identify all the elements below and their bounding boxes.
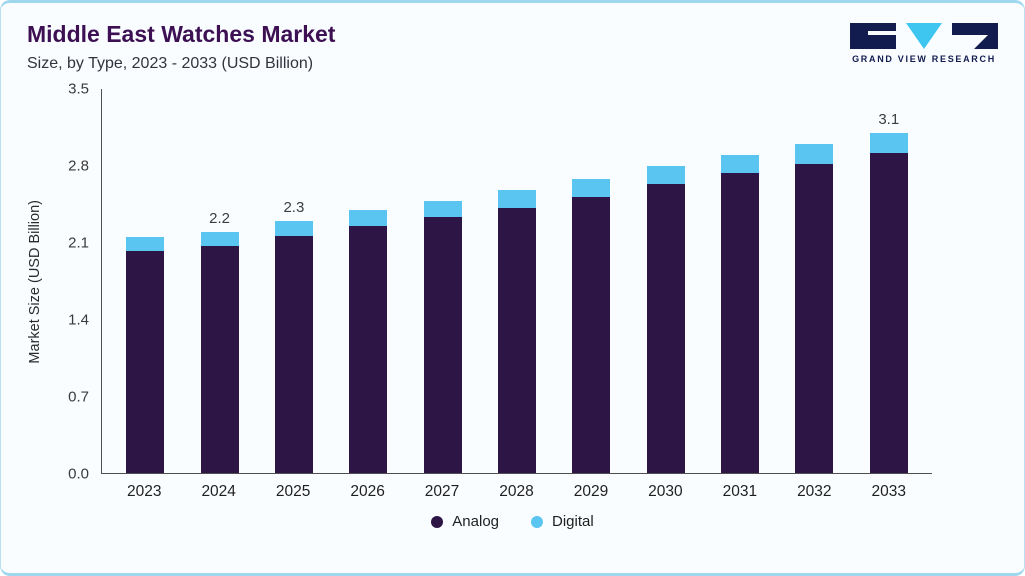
- bar-segment-analog: [274, 236, 313, 473]
- bar-group: [554, 89, 628, 473]
- chart-area: Market Size (USD Billion) 0.0 0.7 1.4 2.1 2.…: [27, 81, 998, 501]
- bar-group: [480, 89, 554, 473]
- bar-segment-analog: [497, 207, 536, 473]
- x-axis-label: 2031: [722, 483, 758, 500]
- y-tick-label: 2.1: [68, 234, 89, 252]
- bar-segment-digital: [572, 178, 611, 197]
- bar-stack: [869, 132, 908, 473]
- bar-stack: [795, 143, 834, 473]
- bar-segment-analog: [572, 196, 611, 473]
- bar-segment-analog: [349, 226, 388, 473]
- x-axis-labels: 2023 2024 2025 2026 2027 2028 2029 2030 2031 2032…: [101, 483, 932, 501]
- bar-group: [777, 89, 851, 473]
- legend-label: Digital: [552, 513, 594, 530]
- bar-segment-analog: [200, 245, 239, 473]
- bar-value-label: 3.1: [878, 110, 900, 128]
- chart-title: Middle East Watches Market: [27, 21, 336, 47]
- x-axis-label: 2030: [648, 483, 683, 500]
- bar-group: [629, 89, 703, 473]
- x-axis-label: 2027: [424, 483, 460, 500]
- x-axis-label: 2029: [573, 483, 609, 500]
- bar-group: 3.1: [852, 89, 926, 473]
- gvr-logo-mark: [850, 23, 998, 49]
- legend-label: Analog: [452, 513, 500, 530]
- bar-segment-analog: [423, 217, 462, 473]
- bar-group: [108, 89, 182, 473]
- bar-stack: [126, 237, 165, 473]
- x-axis-label: 2028: [499, 483, 534, 500]
- bar-stack: [423, 200, 462, 473]
- legend-marker-digital: [531, 515, 544, 528]
- bar-segment-digital: [200, 231, 239, 246]
- x-axis-label: 2032: [797, 483, 832, 500]
- x-axis-label: 2033: [871, 483, 906, 500]
- bar-stack: [721, 154, 760, 473]
- y-tick-label: 0.7: [68, 388, 89, 406]
- bar-segment-analog: [126, 251, 165, 473]
- x-axis-label: 2023: [126, 483, 162, 500]
- bar-stack: [349, 209, 388, 473]
- y-tick-label: 3.5: [68, 80, 89, 98]
- title-block: Middle East Watches Market Size, by Type…: [27, 21, 335, 73]
- bar-group: 2.2: [182, 89, 256, 473]
- gvr-logo-text: GRAND VIEW RESEARCH: [852, 54, 996, 64]
- plot-area: 2.2 2.3 3.1: [101, 89, 932, 474]
- bar-value-label: 2.2: [209, 209, 230, 227]
- bar-segment-digital: [795, 143, 834, 164]
- bar-segment-analog: [795, 163, 834, 473]
- legend-marker-analog: [431, 515, 444, 528]
- bar-segment-digital: [497, 189, 536, 208]
- legend-item-analog: Analog: [431, 513, 499, 530]
- bar-stack: [274, 220, 313, 473]
- y-tick-label: 2.8: [68, 157, 89, 175]
- bar-group: 2.3: [257, 89, 331, 473]
- bar-stack: [572, 178, 611, 473]
- bar-group: [405, 89, 479, 473]
- bar-stack: [200, 231, 239, 473]
- chart-legend: Analog Digital: [27, 513, 998, 530]
- bar-segment-analog: [646, 184, 685, 473]
- bar-segment-digital: [423, 200, 462, 218]
- bar-segment-digital: [349, 209, 388, 227]
- bar-group: [331, 89, 405, 473]
- bar-segment-digital: [869, 132, 908, 153]
- y-axis-ticks: 0.0 0.7 1.4 2.1 2.8 3.5: [53, 81, 101, 483]
- bar-segment-analog: [721, 173, 760, 473]
- bar-stack: [497, 189, 536, 473]
- bar-segment-digital: [126, 237, 165, 252]
- y-tick-label: 0.0: [68, 465, 89, 483]
- y-tick-label: 1.4: [68, 311, 89, 329]
- bar-segment-digital: [646, 165, 685, 185]
- chart-subtitle: Size, by Type, 2023 - 2033 (USD Billion): [27, 55, 314, 72]
- x-axis-label: 2024: [201, 483, 236, 500]
- bar-segment-digital: [274, 220, 313, 237]
- x-axis-label: 2025: [275, 483, 311, 500]
- bar-stack: [646, 165, 685, 473]
- bar-segment-digital: [721, 154, 760, 174]
- header: Middle East Watches Market Size, by Type…: [27, 21, 998, 73]
- y-axis-title-holder: Market Size (USD Billion): [27, 89, 53, 474]
- bar-group: [703, 89, 777, 473]
- x-axis-label: 2026: [350, 483, 385, 500]
- bar-value-label: 2.3: [283, 198, 305, 216]
- bar-segment-analog: [869, 152, 908, 473]
- gvr-logo: GRAND VIEW RESEARCH: [850, 23, 998, 64]
- legend-item-digital: Digital: [531, 513, 594, 530]
- plot-column: 2.2 2.3 3.1 2023 2024 2025 2026 2027 2028 2029 20…: [101, 89, 932, 501]
- y-axis-title: Market Size (USD Billion): [27, 199, 43, 364]
